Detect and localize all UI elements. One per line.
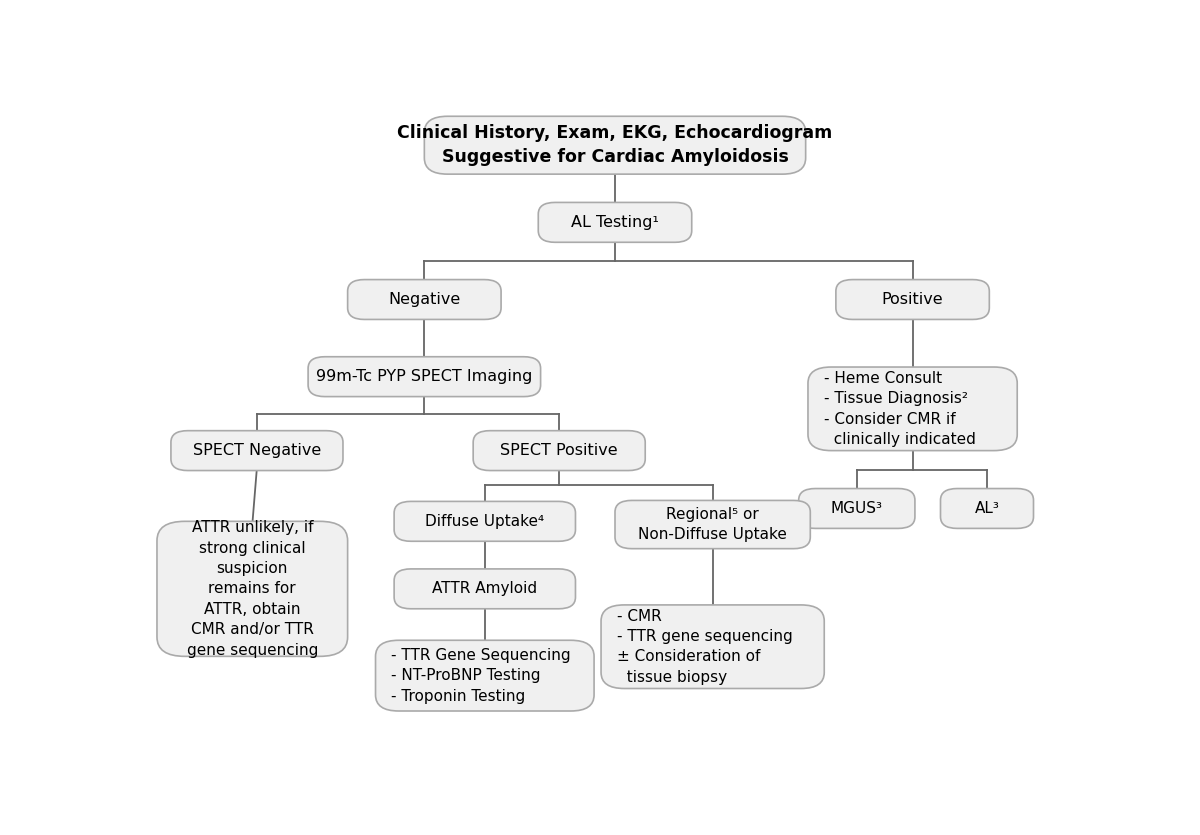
Text: - TTR Gene Sequencing
- NT-ProBNP Testing
- Troponin Testing: - TTR Gene Sequencing - NT-ProBNP Testin… (391, 648, 571, 704)
Text: Clinical History, Exam, EKG, Echocardiogram
Suggestive for Cardiac Amyloidosis: Clinical History, Exam, EKG, Echocardiog… (397, 124, 833, 166)
Text: 99m-Tc PYP SPECT Imaging: 99m-Tc PYP SPECT Imaging (316, 369, 533, 384)
Text: AL³: AL³ (974, 501, 1000, 516)
FancyBboxPatch shape (601, 605, 824, 689)
FancyBboxPatch shape (394, 569, 576, 609)
FancyBboxPatch shape (348, 280, 502, 320)
Text: Diffuse Uptake⁴: Diffuse Uptake⁴ (425, 514, 545, 529)
Text: Regional⁵ or
Non-Diffuse Uptake: Regional⁵ or Non-Diffuse Uptake (638, 507, 787, 542)
FancyBboxPatch shape (308, 357, 540, 397)
Text: - CMR
- TTR gene sequencing
± Consideration of
  tissue biopsy: - CMR - TTR gene sequencing ± Considerat… (617, 609, 793, 685)
FancyBboxPatch shape (616, 500, 810, 549)
FancyBboxPatch shape (425, 116, 805, 175)
FancyBboxPatch shape (473, 431, 646, 471)
FancyBboxPatch shape (157, 521, 348, 656)
FancyBboxPatch shape (170, 431, 343, 471)
FancyBboxPatch shape (941, 488, 1033, 529)
FancyBboxPatch shape (539, 202, 691, 242)
FancyBboxPatch shape (836, 280, 989, 320)
FancyBboxPatch shape (394, 501, 576, 541)
Text: - Heme Consult
- Tissue Diagnosis²
- Consider CMR if
  clinically indicated: - Heme Consult - Tissue Diagnosis² - Con… (823, 371, 976, 447)
Text: ATTR unlikely, if
strong clinical
suspicion
remains for
ATTR, obtain
CMR and/or : ATTR unlikely, if strong clinical suspic… (187, 520, 318, 657)
Text: MGUS³: MGUS³ (830, 501, 883, 516)
Text: ATTR Amyloid: ATTR Amyloid (432, 581, 538, 596)
Text: Positive: Positive (882, 292, 943, 307)
Text: SPECT Positive: SPECT Positive (500, 443, 618, 458)
FancyBboxPatch shape (808, 367, 1018, 451)
FancyBboxPatch shape (376, 640, 594, 711)
FancyBboxPatch shape (799, 488, 914, 529)
Text: AL Testing¹: AL Testing¹ (571, 215, 659, 230)
Text: SPECT Negative: SPECT Negative (193, 443, 322, 458)
Text: Negative: Negative (389, 292, 461, 307)
